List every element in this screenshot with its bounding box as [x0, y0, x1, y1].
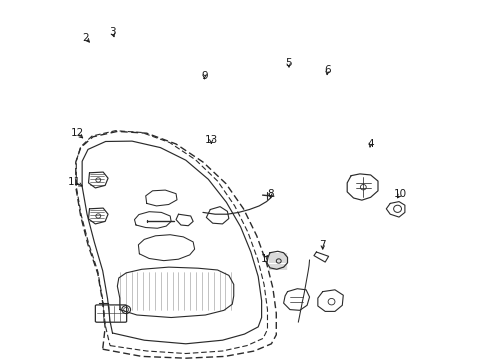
- Text: 4: 4: [366, 139, 373, 149]
- Text: 11: 11: [67, 177, 81, 187]
- Text: 9: 9: [201, 71, 207, 81]
- Text: 7: 7: [319, 240, 325, 250]
- Text: 3: 3: [109, 27, 116, 37]
- Text: 1: 1: [260, 254, 267, 264]
- Text: 2: 2: [82, 33, 89, 43]
- Text: 6: 6: [324, 65, 330, 75]
- Text: 10: 10: [393, 189, 406, 199]
- Text: 13: 13: [204, 135, 218, 145]
- Text: 12: 12: [70, 128, 84, 138]
- Text: 8: 8: [266, 189, 273, 199]
- Text: 5: 5: [285, 58, 291, 68]
